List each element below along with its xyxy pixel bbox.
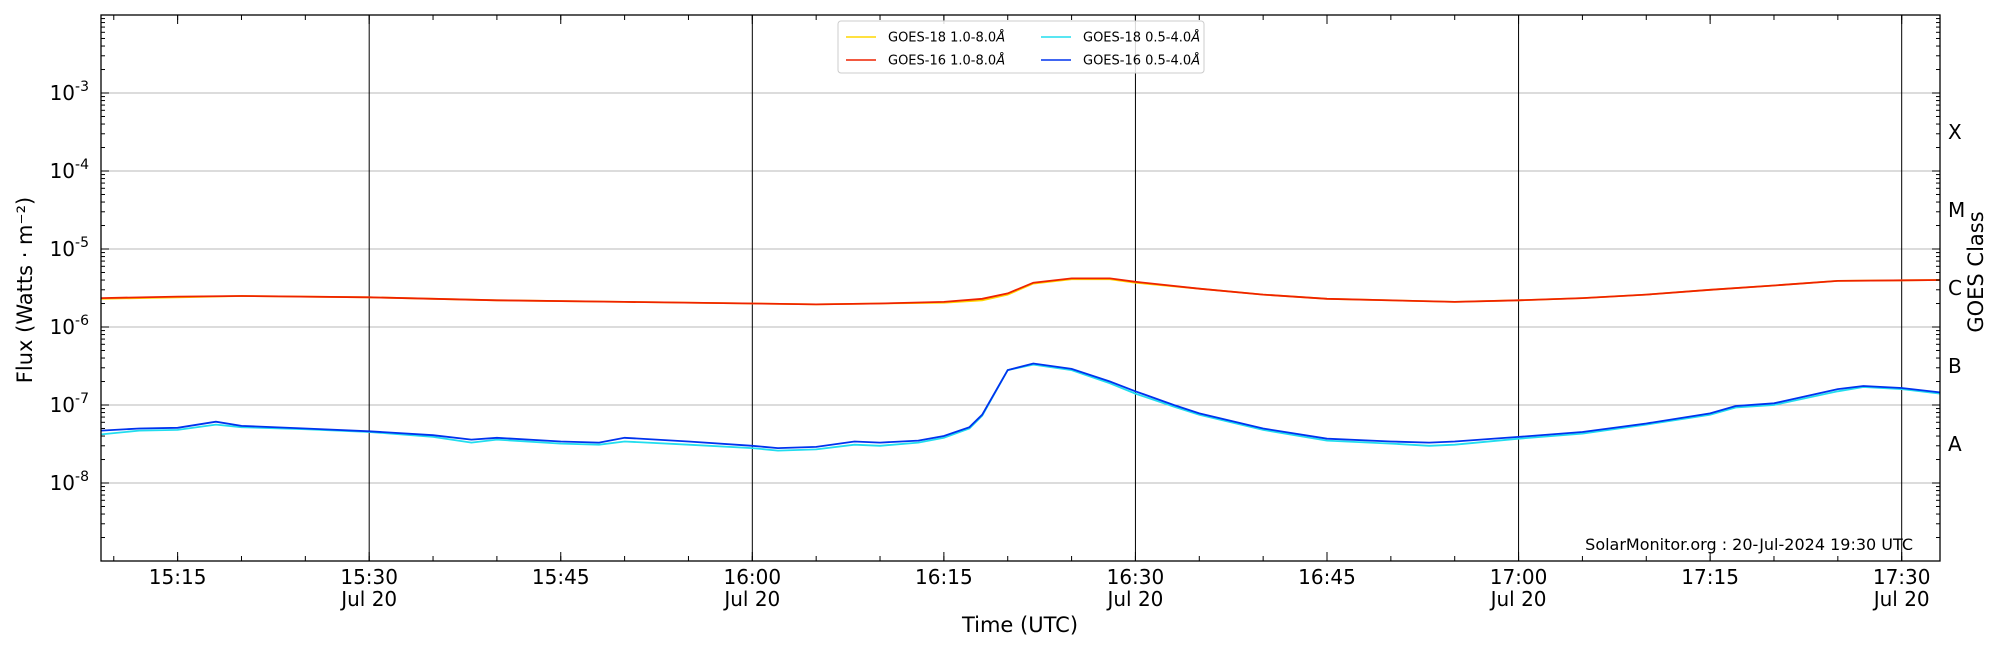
legend: GOES-18 1.0-8.0Å GOES-18 0.5-4.0Å GOES-16 … bbox=[837, 20, 1205, 74]
legend-label: GOES-18 1.0-8.0Å bbox=[888, 30, 1005, 46]
legend-label: GOES-16 1.0-8.0Å bbox=[888, 53, 1005, 69]
series-lines bbox=[101, 277, 1940, 452]
legend-label: GOES-18 0.5-4.0Å bbox=[1083, 30, 1200, 46]
series-line bbox=[101, 363, 1940, 452]
credit-text: SolarMonitor.org : 20-Jul-2024 19:30 UTC bbox=[1585, 535, 1913, 554]
goes-class-axis-label: GOES Class bbox=[1964, 211, 1988, 332]
y-tick-label: 10-7 bbox=[50, 391, 89, 417]
x-tick-label: 17:15 bbox=[1681, 565, 1739, 589]
goes-class-label: M bbox=[1948, 198, 1965, 222]
x-tick-date-label: Jul 20 bbox=[1872, 587, 1930, 611]
x-tick-date-label: Jul 20 bbox=[1105, 587, 1163, 611]
x-tick-label: 15:30 bbox=[340, 565, 398, 589]
grid bbox=[101, 15, 1940, 561]
goes-class-label: X bbox=[1948, 120, 1962, 144]
x-tick-label: 17:30 bbox=[1873, 565, 1931, 589]
x-tick-label: 16:15 bbox=[915, 565, 973, 589]
series-line bbox=[101, 362, 1940, 450]
series-line bbox=[101, 278, 1940, 306]
x-tick-label: 16:45 bbox=[1298, 565, 1356, 589]
goes-class-label: C bbox=[1948, 276, 1962, 300]
plot-frame bbox=[100, 14, 1941, 562]
x-tick-date-label: Jul 20 bbox=[1489, 587, 1547, 611]
y-tick-label: 10-5 bbox=[50, 235, 89, 261]
y-tick-label: 10-4 bbox=[50, 157, 90, 183]
y-axis-label: Flux (Watts · m⁻²) bbox=[13, 197, 37, 383]
x-tick-label: 16:00 bbox=[723, 565, 781, 589]
goes-class-label: B bbox=[1948, 354, 1962, 378]
legend-label: GOES-16 0.5-4.0Å bbox=[1083, 53, 1200, 69]
series-line bbox=[101, 277, 1940, 306]
x-tick-date-label: Jul 20 bbox=[722, 587, 780, 611]
x-tick-label: 15:45 bbox=[532, 565, 590, 589]
x-tick-label: 17:00 bbox=[1490, 565, 1548, 589]
x-tick-label: 16:30 bbox=[1107, 565, 1165, 589]
x-tick-label: 15:15 bbox=[149, 565, 207, 589]
x-axis-label: Time (UTC) bbox=[961, 613, 1078, 637]
x-tick-date-label: Jul 20 bbox=[339, 587, 397, 611]
y-tick-label: 10-8 bbox=[50, 469, 89, 495]
y-tick-label: 10-3 bbox=[50, 79, 89, 105]
legend-box bbox=[837, 20, 1205, 74]
goes-class-label: A bbox=[1948, 432, 1962, 456]
y-tick-label: 10-6 bbox=[50, 313, 90, 339]
